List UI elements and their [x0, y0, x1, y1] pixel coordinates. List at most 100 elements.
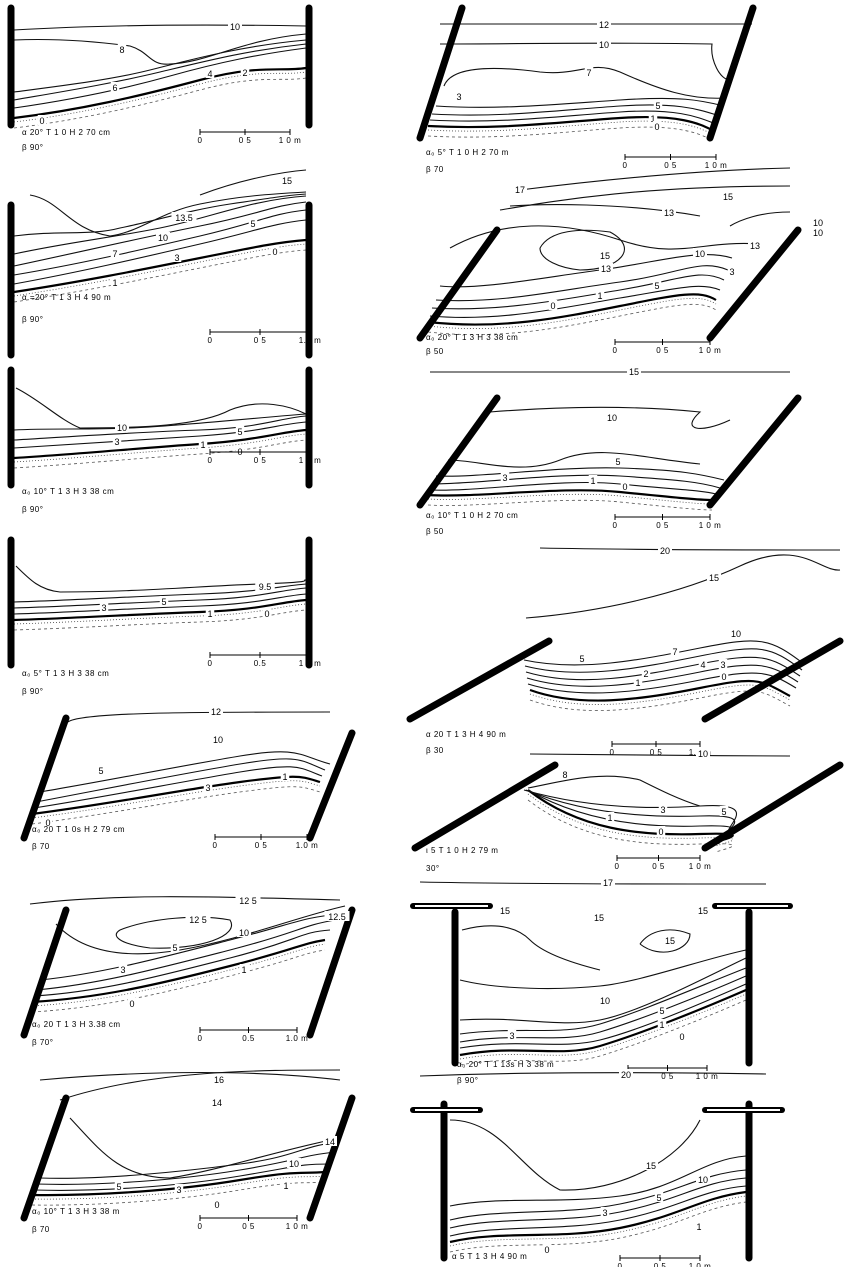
velocity-contour-1 [13, 219, 307, 285]
contour-label-bg [677, 1031, 687, 1041]
contour-label: 15 [665, 936, 675, 946]
flume-floor-line [13, 249, 307, 303]
contour-label-bg [619, 1069, 633, 1079]
contour-label: 0 [129, 999, 134, 1009]
velocity-contour-4 [15, 565, 307, 593]
contour-label: 12 5 [239, 896, 257, 906]
bed-hatching [13, 243, 307, 297]
contour-label-bg [37, 115, 47, 125]
scale-label: 0 [208, 659, 213, 668]
contour-label: 8 [562, 770, 567, 780]
contour-label: 1 [241, 965, 246, 975]
contour-label-bg [584, 67, 594, 77]
caption-line-2: β 90° [22, 505, 43, 514]
scale-bar: 0 0 5 1 0 m [613, 339, 721, 355]
contour-label: 15 [594, 913, 604, 923]
scale-label: 0 5 [656, 346, 669, 355]
scale-bar: 0 0.5 1.0 m [198, 1027, 308, 1043]
scale-label: 0 5 [254, 456, 267, 465]
velocity-contour-4 [449, 1155, 747, 1207]
contour-label: 5 [250, 219, 255, 229]
scale-label: 0 [618, 1262, 623, 1267]
contour-label-bg [205, 68, 215, 78]
contour-label-bg [598, 995, 612, 1005]
contour-label: 15 [698, 906, 708, 916]
caption-line-2: β 70 [426, 165, 444, 174]
contour-label-bg [281, 1180, 291, 1190]
velocity-contour-2 [35, 1151, 336, 1185]
contour-label-bg [694, 1221, 704, 1231]
contour-label-bg [43, 817, 53, 827]
contour-label: 12 [211, 707, 221, 717]
caption-line-2: β 90° [22, 315, 43, 324]
contour-label-bg [211, 734, 225, 744]
contour-label: 5 [579, 654, 584, 664]
contour-label-bg [110, 248, 120, 258]
right-wall [306, 906, 356, 1039]
contour-label: 10 [813, 228, 823, 238]
left-wall [20, 714, 70, 842]
scale-label: 0 [208, 336, 213, 345]
contour-label: 10 [599, 40, 609, 50]
velocity-contour-4 [13, 33, 307, 65]
contour-label-bg [324, 911, 350, 921]
velocity-contour-1 [33, 1163, 331, 1191]
contour-label-bg [601, 877, 615, 887]
contour-label: 7 [586, 68, 591, 78]
scale-label: 0 [623, 161, 628, 170]
scale-label: 0.5 [242, 1034, 255, 1043]
bed-profile [527, 789, 734, 844]
caption-line-1: α₀ 10° T 1 0 H 2 70 cm [426, 511, 518, 520]
contour-label: 10 [695, 249, 705, 259]
velocity-contour-3 [523, 789, 737, 833]
caption-line-1: α 5 T 1 3 H 4 90 m [452, 1252, 527, 1261]
velocity-contour-1 [449, 1185, 747, 1237]
scale-bar: 0 0.5 1 0 m [208, 652, 322, 668]
scale-label: 0 5 [255, 841, 268, 850]
scale-label: 0.5 [254, 659, 267, 668]
velocity-contour-6 [29, 191, 307, 237]
scale-label: 1 0 m [299, 659, 322, 668]
right-wall [706, 394, 802, 509]
scale-bar: 0 0 5 1 0 m [208, 449, 321, 465]
contour-label-bg [652, 121, 662, 131]
velocity-contour-5 [489, 406, 731, 429]
velocity-contour-2 [525, 789, 736, 837]
bed-hatching [427, 297, 717, 329]
velocity-contour-2 [431, 474, 721, 489]
velocity-contour-2 [35, 758, 326, 803]
contour-label: 0 [264, 609, 269, 619]
bed-profile [13, 238, 307, 294]
velocity-contour-1 [13, 593, 307, 615]
contour-label: 16 [214, 1075, 224, 1085]
velocity-contour-2 [13, 43, 307, 101]
caption-line-1: α₀ 10° T 1 3 H 3 38 cm [22, 487, 114, 496]
contour-label: 10 [230, 22, 240, 32]
contour-label-bg [644, 1160, 658, 1170]
contour-label-bg [239, 964, 249, 974]
bed-profile [13, 598, 307, 622]
contour-label-bg [118, 964, 128, 974]
contour-label: 17 [603, 878, 613, 888]
velocity-contour-5 [439, 42, 731, 81]
velocity-contour-5 [115, 916, 233, 949]
left-wall [20, 906, 70, 1039]
velocity-contour-5 [523, 640, 805, 666]
bed-hatching [31, 1175, 326, 1200]
contour-label-bg [185, 914, 211, 924]
contour-label: 6 [112, 83, 117, 93]
contour-label: 1 [200, 440, 205, 450]
contour-label-bg [115, 422, 129, 432]
scale-bar: 0 0 5 1 0 m [615, 855, 711, 871]
contour-label-bg [696, 748, 710, 758]
contour-label-bg [729, 628, 743, 638]
contour-label: 7 [112, 249, 117, 259]
velocity-contour-4 [527, 775, 701, 807]
contour-label-bg [235, 895, 261, 905]
contour-label-bg [696, 905, 710, 915]
contour-label: 10 [698, 1175, 708, 1185]
velocity-contour-2 [13, 587, 307, 609]
caption-line-1: α₀ 20 T 1 3 H 3.38 cm [32, 1020, 121, 1029]
contour-label-bg [172, 252, 182, 262]
